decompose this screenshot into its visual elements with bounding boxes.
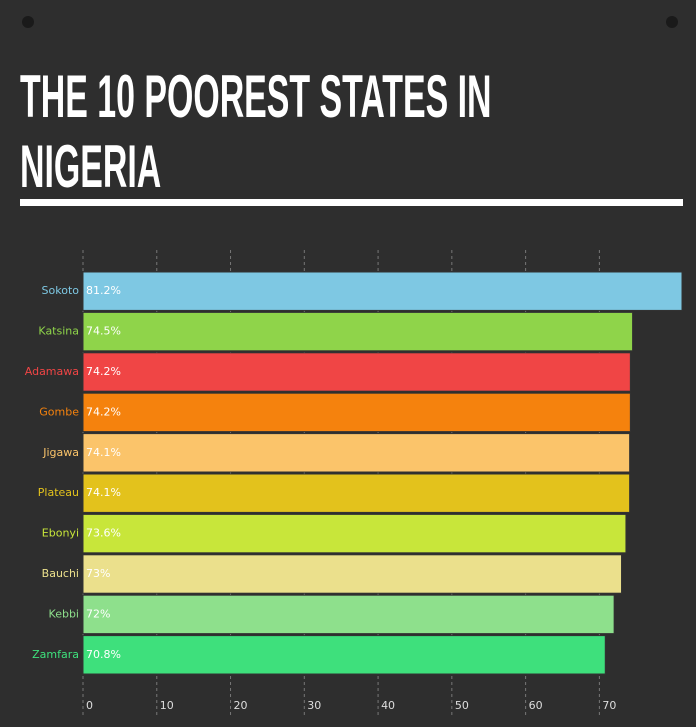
bar [82, 473, 631, 513]
value-label: 81.2% [86, 284, 121, 297]
category-label: Katsina [38, 325, 79, 338]
bar [82, 352, 631, 392]
category-label: Kebbi [49, 607, 79, 620]
bar [82, 392, 631, 433]
bar [82, 635, 606, 675]
value-label: 73% [86, 567, 110, 580]
x-tick-label: 60 [529, 699, 543, 712]
value-label: 74.1% [86, 446, 121, 459]
category-label: Zamfara [32, 648, 79, 661]
x-tick-label: 30 [307, 699, 321, 712]
x-tick-label: 50 [455, 699, 469, 712]
category-label: Bauchi [42, 567, 79, 580]
chart-title: THE 10 POOREST STATES IN NIGERIA [20, 63, 492, 200]
value-label: 73.6% [86, 527, 121, 540]
category-label: Ebonyi [42, 527, 79, 540]
bar [82, 271, 683, 311]
value-label: 74.5% [86, 325, 121, 338]
category-label: Jigawa [42, 446, 79, 459]
bar [82, 594, 615, 635]
pin [666, 16, 678, 28]
category-label: Plateau [38, 486, 79, 499]
x-tick-label: 20 [234, 699, 248, 712]
title-rule [20, 199, 683, 206]
value-label: 72% [86, 607, 110, 620]
bar [82, 433, 631, 473]
x-tick-label: 70 [602, 699, 616, 712]
value-label: 74.2% [86, 405, 121, 418]
bar [82, 513, 627, 554]
category-label: Adamawa [25, 365, 79, 378]
bar [82, 311, 634, 352]
x-tick-label: 10 [160, 699, 174, 712]
value-label: 74.2% [86, 365, 121, 378]
category-label: Gombe [39, 405, 79, 418]
pin [22, 16, 34, 28]
bar [82, 554, 623, 594]
x-tick-label: 0 [86, 699, 93, 712]
x-tick-label: 40 [381, 699, 395, 712]
category-label: Sokoto [42, 284, 80, 297]
value-label: 70.8% [86, 648, 121, 661]
value-label: 74.1% [86, 486, 121, 499]
